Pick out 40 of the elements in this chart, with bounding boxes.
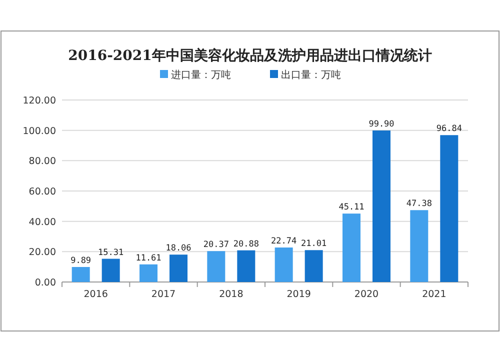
y-tick-label: 0.00 xyxy=(34,278,56,288)
data-label: 21.01 xyxy=(301,239,327,250)
x-tick-label: 2021 xyxy=(422,289,446,300)
x-tick-label: 2016 xyxy=(84,289,108,300)
bar xyxy=(342,214,360,282)
data-label: 18.06 xyxy=(166,244,192,254)
bar xyxy=(140,264,158,282)
data-label: 20.37 xyxy=(203,240,229,250)
bar xyxy=(207,251,226,282)
y-tick-label: 80.00 xyxy=(28,156,56,168)
x-tick-label: 2019 xyxy=(286,289,311,300)
data-label: 96.84 xyxy=(436,124,462,134)
data-label: 22.74 xyxy=(271,236,297,247)
data-label: 9.89 xyxy=(70,256,92,266)
bar xyxy=(237,250,256,282)
legend-label: 出口量：万吨 xyxy=(281,69,341,81)
x-tick-label: 2017 xyxy=(151,289,176,300)
y-tick-label: 20.00 xyxy=(28,247,56,258)
bar xyxy=(440,135,458,282)
bar xyxy=(102,258,120,282)
y-tick-label: 40.00 xyxy=(28,216,56,228)
data-label: 15.31 xyxy=(98,248,124,258)
bar xyxy=(274,248,293,282)
bar xyxy=(410,210,428,282)
chart-title: 2016-2021年中国美容化妆品及洗护用品进出口情况统计 xyxy=(68,47,432,64)
y-tick-label: 60.00 xyxy=(28,186,56,198)
x-tick-label: 2020 xyxy=(354,289,379,300)
bar xyxy=(304,250,323,282)
data-label: 99.90 xyxy=(368,119,394,130)
y-tick-label: 100.00 xyxy=(22,126,56,137)
bar xyxy=(372,130,390,282)
y-tick-label: 120.00 xyxy=(22,96,56,106)
bar xyxy=(72,267,90,282)
data-label: 47.38 xyxy=(406,199,432,210)
x-tick-label: 2018 xyxy=(219,289,244,300)
data-label: 11.61 xyxy=(136,253,162,264)
data-label: 45.11 xyxy=(338,202,364,213)
bar xyxy=(170,254,188,282)
data-label: 20.88 xyxy=(233,239,259,250)
legend-label: 进口量：万吨 xyxy=(171,69,231,81)
